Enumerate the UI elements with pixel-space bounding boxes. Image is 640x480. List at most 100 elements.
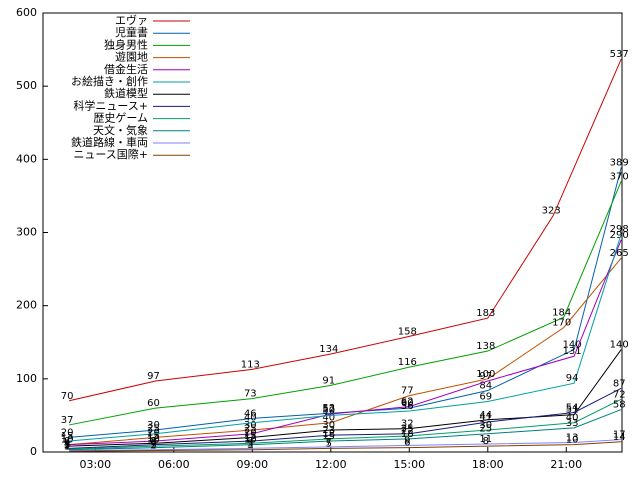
data-label: 37: [61, 415, 74, 426]
data-label: 23: [322, 425, 335, 436]
data-label: 15: [322, 431, 335, 442]
data-label: 10: [566, 435, 579, 446]
data-label: 100: [476, 369, 495, 380]
series-line: [69, 409, 622, 451]
data-label: 41: [479, 412, 492, 423]
series-line: [69, 441, 622, 452]
data-label: 131: [563, 346, 582, 357]
legend-label: 鉄道路線・車両: [71, 135, 148, 149]
y-tick-label: 400: [16, 152, 37, 165]
data-label: 32: [401, 419, 414, 430]
data-label: 25: [147, 424, 160, 435]
data-label: 138: [476, 341, 495, 352]
data-label: 17: [613, 430, 626, 441]
data-label: 84: [479, 381, 492, 392]
data-label: 184: [552, 307, 571, 318]
data-label: 25: [479, 424, 492, 435]
data-label: 14: [613, 432, 626, 443]
data-label: 58: [613, 400, 626, 411]
data-label: 20: [147, 427, 160, 438]
data-label: 10: [244, 435, 257, 446]
data-label: 56: [401, 401, 414, 412]
x-tick-label: 21:00: [550, 458, 582, 471]
data-label: 12: [147, 433, 160, 444]
legend-label: 児童書: [115, 25, 148, 39]
series-line: [69, 439, 622, 452]
legend-label: 天文・気象: [93, 123, 148, 137]
data-label: 52: [322, 404, 335, 415]
data-label: 73: [244, 389, 257, 400]
data-label: 97: [479, 371, 492, 382]
legend-label: 独身男性: [104, 37, 148, 51]
y-tick-label: 100: [16, 372, 37, 385]
data-label: 8: [150, 436, 156, 447]
data-label: 290: [610, 230, 629, 241]
data-label: 51: [566, 405, 579, 416]
x-tick-label: 12:00: [315, 458, 347, 471]
data-label: 40: [244, 413, 257, 424]
data-label: 33: [566, 418, 579, 429]
data-label: 10: [147, 435, 160, 446]
x-tick-label: 06:00: [158, 458, 190, 471]
series-line: [69, 387, 622, 449]
data-label: 116: [398, 357, 417, 368]
data-label: 91: [322, 375, 335, 386]
data-label: 8: [64, 436, 70, 447]
data-label: 15: [61, 431, 74, 442]
legend-label: エヴァ: [115, 13, 148, 27]
data-label: 60: [401, 398, 414, 409]
data-label: 18: [322, 429, 335, 440]
data-label: 44: [479, 410, 492, 421]
y-tick-label: 600: [16, 6, 37, 19]
data-label: 40: [322, 413, 335, 424]
legend-label: 借金生活: [104, 62, 148, 76]
x-tick-label: 18:00: [472, 458, 504, 471]
data-label: 140: [610, 340, 629, 351]
data-label: 22: [401, 426, 414, 437]
x-tick-label: 09:00: [236, 458, 268, 471]
series-line: [69, 349, 622, 447]
data-label: 113: [241, 359, 260, 370]
data-label: 537: [610, 49, 629, 60]
data-label: 12: [244, 433, 257, 444]
series-line: [69, 398, 622, 450]
legend-label: 歴史ゲーム: [93, 112, 148, 125]
data-label: 30: [147, 420, 160, 431]
data-label: 72: [613, 389, 626, 400]
data-label: 370: [610, 171, 629, 182]
series-line: [69, 239, 622, 446]
series-line: [69, 257, 622, 446]
y-tick-label: 500: [16, 79, 37, 92]
legend-label: ニュース国際+: [73, 148, 148, 161]
legend-label: 科学ニュース+: [73, 98, 148, 112]
x-tick-label: 15:00: [393, 458, 425, 471]
data-label: 20: [244, 427, 257, 438]
data-label: 298: [610, 224, 629, 235]
series-line: [69, 233, 622, 442]
series-line: [69, 58, 622, 402]
series-line: [69, 181, 622, 426]
data-label: 2: [150, 441, 156, 452]
data-label: 3: [150, 440, 156, 451]
data-label: 389: [610, 157, 629, 168]
data-label: 9: [404, 435, 410, 446]
data-label: 170: [552, 318, 571, 329]
data-label: 70: [61, 391, 74, 402]
data-label: 46: [244, 408, 257, 419]
data-label: 53: [322, 403, 335, 414]
data-label: 30: [322, 420, 335, 431]
data-label: 5: [64, 438, 70, 449]
data-label: 323: [542, 206, 561, 217]
data-label: 25: [244, 424, 257, 435]
data-label: 265: [610, 248, 629, 259]
data-label: 8: [483, 436, 489, 447]
x-tick-label: 03:00: [79, 458, 111, 471]
data-label: 13: [566, 432, 579, 443]
data-label: 140: [563, 340, 582, 351]
legend-label: 鉄道模型: [104, 86, 148, 100]
data-label: 54: [566, 402, 579, 413]
data-label: 18: [401, 429, 414, 440]
data-label: 5: [247, 438, 253, 449]
